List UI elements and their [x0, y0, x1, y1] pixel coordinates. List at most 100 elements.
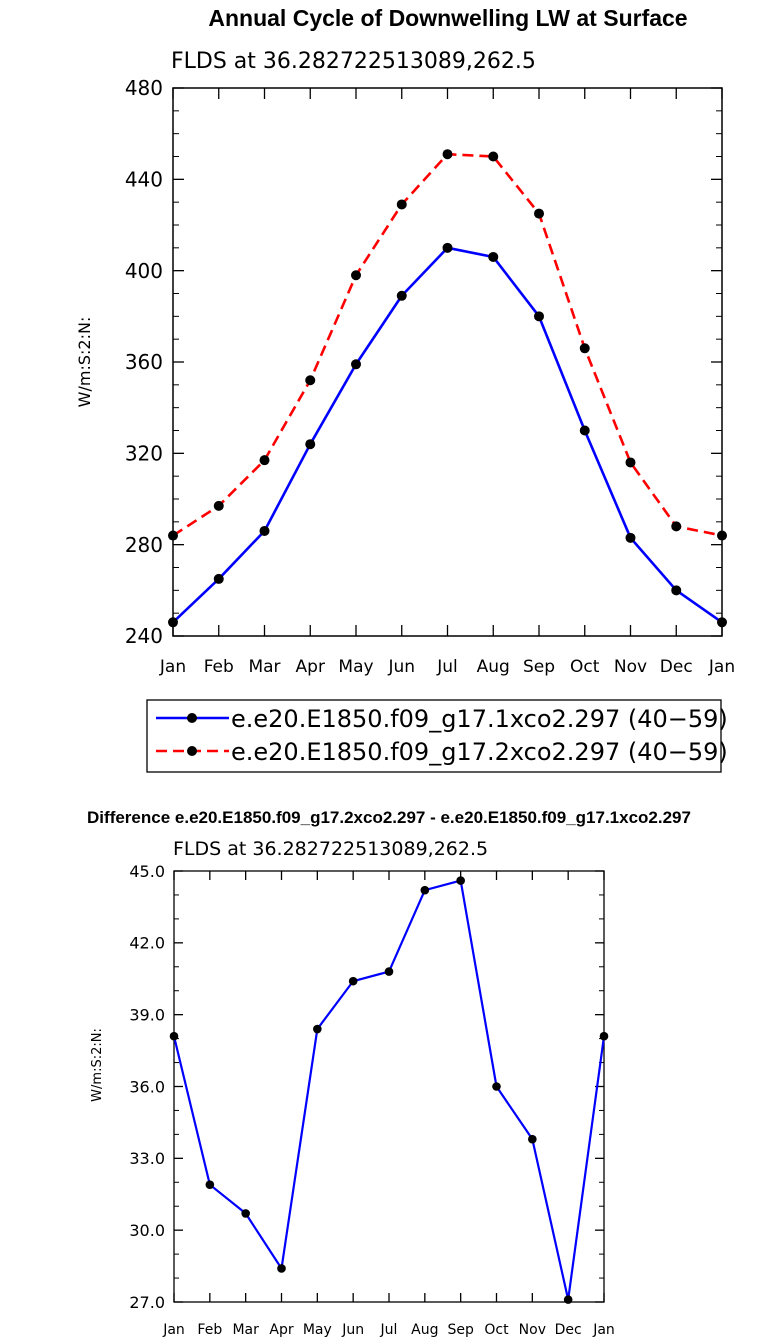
chart2-series [169, 876, 609, 1304]
x-tick-label: Nov [614, 657, 647, 677]
chart2-title: Difference e.e20.E1850.f09_g17.2xco2.297… [87, 808, 691, 827]
x-tick-label: Dec [555, 1322, 582, 1338]
chart1-tick-labels: Jan Feb Mar Apr May Jun Jul Aug Sep Oct Nov Dec Jan 2… [125, 76, 735, 677]
series-1-point [213, 573, 224, 584]
y-tick-label: 440 [125, 168, 163, 192]
series-2-point [442, 149, 453, 160]
x-tick-label: Aug [477, 657, 510, 677]
x-tick-label: May [338, 657, 373, 677]
x-tick-label: Jan [159, 657, 186, 677]
series-1-point [241, 1209, 250, 1218]
y-tick-label: 27.0 [129, 1293, 165, 1312]
series-1-point [528, 1134, 537, 1144]
series-2-point [213, 500, 224, 511]
series-1-point [259, 525, 270, 536]
series-2-point [671, 521, 682, 532]
y-tick-label: 36.0 [129, 1077, 165, 1096]
x-tick-label: Jan [708, 657, 735, 677]
series-2-point [625, 457, 636, 468]
x-tick-label: Sep [447, 1322, 474, 1338]
series-1-point [420, 885, 430, 895]
series-1-point [717, 617, 727, 628]
series-1-point [456, 876, 465, 885]
x-tick-label: Oct [570, 657, 600, 677]
series-2-point [305, 375, 316, 386]
y-tick-label: 280 [125, 533, 163, 557]
x-tick-label: Mar [248, 657, 280, 677]
series-line-2 [172, 152, 723, 537]
chart2-plot-frame [173, 870, 605, 1303]
x-tick-label: Jul [436, 657, 458, 677]
chart1-series [168, 149, 727, 628]
legend-label-1: e.e20.E1850.f09_g17.1xco2.297 (40−59) [231, 705, 728, 733]
x-tick-label: Dec [660, 657, 693, 677]
chart1-plot-frame [172, 87, 723, 637]
series-1-point [563, 1295, 573, 1304]
series-1-point [625, 532, 636, 543]
x-tick-label: Jun [387, 657, 415, 677]
series-1-point [396, 290, 407, 301]
x-tick-label: May [303, 1322, 332, 1338]
chart1-ylabel: W/m:S:2:N: [75, 317, 94, 408]
series-1-point [169, 1031, 179, 1041]
legend-marker-2 [187, 746, 197, 756]
x-tick-label: Mar [232, 1322, 259, 1338]
chart2-subtitle: FLDS at 36.282722513089,262.5 [173, 838, 488, 860]
legend-label-2: e.e20.E1850.f09_g17.2xco2.297 (40−59) [231, 738, 728, 766]
x-tick-label: Feb [204, 657, 234, 677]
x-tick-label: Aug [411, 1322, 438, 1338]
series-1-point [492, 1082, 501, 1091]
y-tick-label: 320 [125, 442, 163, 466]
series-1-point [348, 976, 358, 986]
x-tick-label: Apr [296, 657, 325, 677]
series-2-point [717, 530, 727, 541]
x-tick-label: Jan [592, 1322, 615, 1338]
series-1-point [384, 967, 394, 976]
series-1-point [534, 311, 544, 322]
y-tick-label: 45.0 [129, 862, 165, 881]
series-1-point [579, 425, 590, 436]
series-1-point [277, 1264, 286, 1273]
chart1-ticks [172, 87, 723, 637]
x-tick-label: Apr [269, 1322, 293, 1338]
x-tick-label: Sep [523, 657, 555, 677]
chart2-ticks [173, 870, 605, 1303]
series-2-point [168, 530, 178, 541]
y-tick-label: 400 [125, 259, 163, 283]
x-tick-label: Jan [162, 1322, 185, 1338]
chart1-title: Annual Cycle of Downwelling LW at Surfac… [208, 5, 687, 31]
series-1-point [599, 1031, 609, 1041]
series-1-point [351, 359, 361, 370]
series-2-point [351, 270, 361, 281]
x-tick-label: Oct [484, 1322, 509, 1338]
x-tick-label: Nov [519, 1322, 546, 1338]
series-1-point [442, 242, 453, 253]
series-1-point [205, 1180, 215, 1189]
chart1-subtitle: FLDS at 36.282722513089,262.5 [171, 49, 536, 74]
y-tick-label: 480 [125, 76, 163, 100]
series-1-point [305, 439, 316, 450]
series-2-point [259, 455, 270, 466]
series-2-point [534, 208, 544, 219]
series-2-point [396, 199, 407, 210]
series-2-point [488, 151, 499, 162]
y-tick-label: 33.0 [129, 1149, 165, 1168]
series-line-1 [172, 879, 606, 1301]
series-1-point [671, 585, 682, 596]
y-tick-label: 30.0 [129, 1221, 165, 1240]
legend-marker-1 [187, 713, 197, 723]
x-tick-label: Jun [341, 1322, 364, 1338]
series-1-point [313, 1024, 322, 1034]
chart2-ylabel: W/m:S:2:N: [90, 1028, 105, 1102]
x-tick-label: Feb [197, 1322, 222, 1338]
series-1-point [488, 251, 499, 262]
chart2-tick-labels: Jan Feb Mar Apr May Jun Jul Aug Sep Oct Nov Dec Jan 2… [129, 862, 614, 1338]
y-tick-label: 42.0 [129, 934, 165, 953]
legend-box [146, 699, 722, 773]
series-2-point [579, 343, 590, 354]
series-1-point [168, 617, 178, 628]
y-tick-label: 240 [125, 624, 163, 648]
x-tick-label: Jul [380, 1322, 398, 1338]
y-tick-label: 39.0 [129, 1005, 165, 1024]
